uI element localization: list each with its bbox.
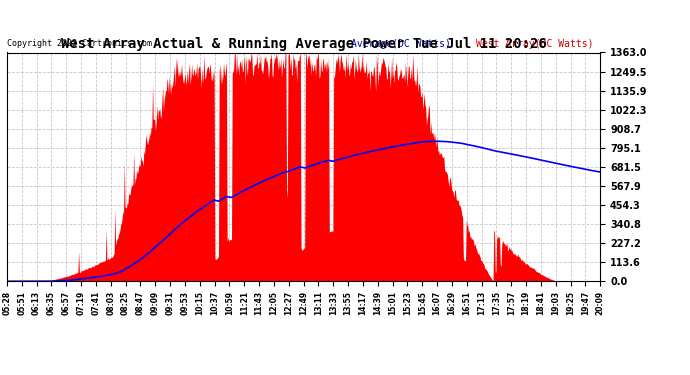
Title: West Array Actual & Running Average Power Tue Jul 11 20:26: West Array Actual & Running Average Powe… [61,37,546,51]
Text: West Array(DC Watts): West Array(DC Watts) [475,39,593,49]
Text: Copyright 2023 Cartronics.com: Copyright 2023 Cartronics.com [7,39,152,48]
Text: Average(DC Watts): Average(DC Watts) [351,39,451,49]
